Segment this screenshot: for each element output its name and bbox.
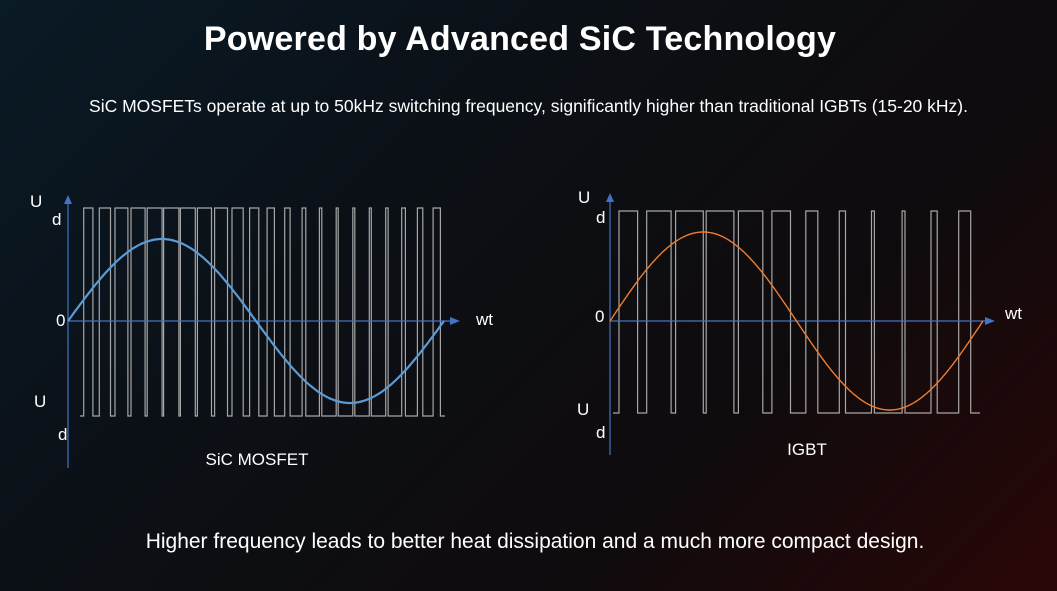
sic-mosfet-diagram: U d 0 U d wt SiC MOSFET <box>20 180 500 480</box>
sic-y-bottom-label-u: U <box>34 392 46 411</box>
sic-origin-label: 0 <box>56 311 65 330</box>
sic-x-axis-arrow <box>450 317 460 325</box>
sic-x-axis-label: wt <box>475 310 493 329</box>
igbt-y-axis-arrow <box>606 193 614 202</box>
igbt-y-bottom-label-u: U <box>577 400 589 419</box>
sic-mosfet-waveform-svg: U d 0 U d wt SiC MOSFET <box>30 192 493 469</box>
sic-y-bottom-label-d: d <box>58 425 67 444</box>
igbt-origin-label: 0 <box>595 307 604 326</box>
pwm-pulse-path <box>613 210 980 414</box>
page-title: Powered by Advanced SiC Technology <box>203 20 837 58</box>
sic-y-top-label-u: U <box>30 192 42 211</box>
igbt-waveform-svg: U d 0 U d wt IGBT <box>577 188 1022 459</box>
igbt-pulse-train <box>613 210 980 414</box>
igbt-diagram: U d 0 U d wt IGBT <box>565 180 1045 470</box>
sic-pulse-train <box>80 207 445 417</box>
igbt-caption: IGBT <box>787 440 827 459</box>
page-subtitle: SiC MOSFETs operate at up to 50kHz switc… <box>89 96 968 116</box>
sic-caption: SiC MOSFET <box>206 450 309 469</box>
igbt-y-top-label-u: U <box>578 188 590 207</box>
igbt-y-bottom-label-d: d <box>596 423 605 442</box>
sic-y-axis-arrow <box>64 195 72 204</box>
igbt-x-axis-arrow <box>985 317 995 325</box>
sic-y-top-label-d: d <box>52 210 61 229</box>
pwm-pulse-path <box>80 207 445 417</box>
footer-note: Higher frequency leads to better heat di… <box>145 530 925 553</box>
igbt-sine-wave <box>609 231 984 411</box>
igbt-y-top-label-d: d <box>596 208 605 227</box>
sic-sine-wave <box>67 237 445 405</box>
igbt-x-axis-label: wt <box>1004 304 1022 323</box>
